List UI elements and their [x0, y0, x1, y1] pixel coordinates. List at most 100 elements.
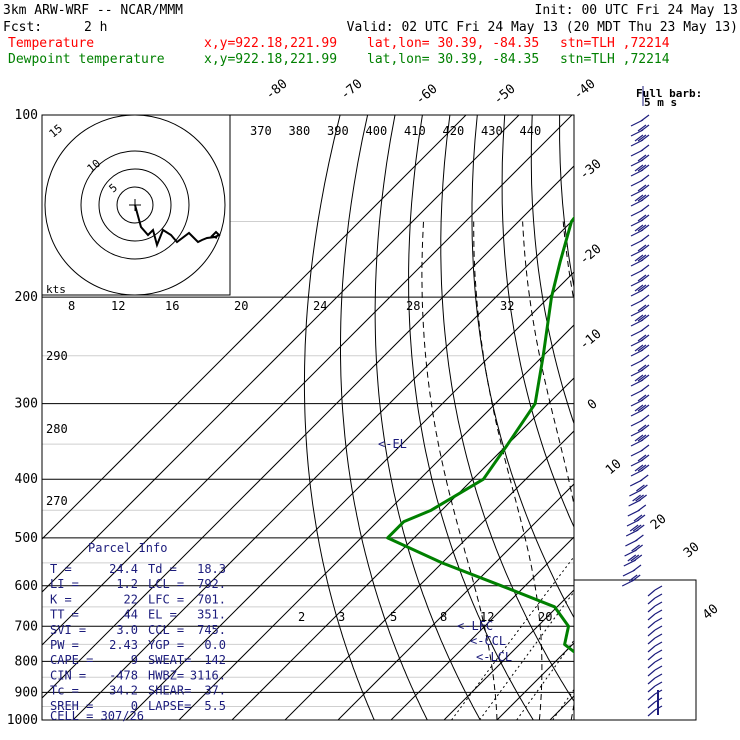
wind-barb: [647, 597, 656, 605]
parcel-row-value: 24.4: [109, 562, 138, 576]
temp-station: stn=TLH ,72214: [560, 36, 670, 51]
wind-barb-flag: [635, 494, 644, 502]
wind-barb-flag: [640, 404, 650, 412]
wind-barb-flag: [637, 504, 647, 512]
isotherm-label: 40: [700, 602, 722, 624]
parcel-row-label: SVI =: [50, 623, 86, 637]
mixing-ratio-line: [657, 297, 740, 720]
parcel-row-value2: 792.: [197, 577, 226, 591]
parcel-row-label: T =: [50, 562, 72, 576]
wind-barb-flag: [637, 164, 647, 172]
dry-adiabat-line: [501, 115, 574, 529]
mixing-ratio-label: 24: [313, 299, 327, 313]
mixing-ratio-line: [479, 591, 574, 720]
wind-barb-flag: [640, 354, 650, 362]
wind-barb-flag: [637, 314, 647, 322]
isotherm-label: -50: [491, 81, 519, 108]
wind-barb: [647, 685, 656, 693]
dry-adiabat-line: [669, 115, 740, 720]
wind-barb-flag: [640, 304, 650, 312]
wind-barb-flag: [654, 617, 663, 623]
mixing-ratio-low-label: 12: [480, 610, 494, 624]
wind-barb-flag: [637, 394, 647, 402]
wind-barb-flag: [639, 484, 648, 492]
dry-adiabat-line: [340, 115, 428, 720]
wind-barb: [647, 621, 656, 629]
wind-barb: [647, 693, 656, 701]
wind-barb-flag: [637, 304, 647, 312]
wind-barb-flag: [640, 454, 650, 462]
el-label: <-EL: [378, 437, 407, 451]
wind-barb-flag: [637, 224, 647, 232]
mixing-ratio-line: [669, 297, 740, 720]
mixing-ratio-line: [451, 555, 574, 720]
wind-barb-flag: [637, 154, 647, 162]
wind-barb-flag: [640, 324, 650, 332]
wind-barb-flag: [640, 314, 650, 322]
parcel-row-label: CAPE =: [50, 653, 93, 667]
wind-barb: [647, 701, 656, 709]
isotherm-label: -80: [263, 76, 291, 103]
pressure-label: 400: [15, 472, 38, 487]
fcst-value: 2 h: [84, 20, 107, 35]
wind-barb-flag: [640, 124, 650, 132]
wind-barb-flag: [640, 394, 650, 402]
temperature-profile: [623, 115, 731, 720]
mixing-ratio-label: 28: [406, 299, 420, 313]
wind-barb-flag: [640, 414, 650, 422]
isotherm-line: [42, 115, 573, 646]
parcel-row-value: 1.2: [116, 577, 138, 591]
wind-barb-flag: [634, 164, 644, 172]
wind-barb: [647, 629, 656, 637]
wind-barb-flag: [633, 554, 643, 562]
parcel-row-value2: 5.5: [204, 699, 226, 713]
theta-label: 400: [366, 124, 388, 138]
pressure-label: 700: [15, 619, 38, 634]
theta-label: 380: [289, 124, 311, 138]
wind-barb-flag: [654, 609, 663, 615]
pressure-label: 900: [15, 685, 38, 700]
wind-barb-flag: [640, 384, 650, 392]
isotherm-line: [656, 115, 740, 720]
dry-adiabat-line: [408, 115, 534, 720]
wind-barb: [647, 589, 656, 597]
barb-legend-title: Full barb:: [636, 87, 702, 100]
parcel-row-value: 2.43: [109, 638, 138, 652]
wind-barb: [647, 661, 656, 669]
wind-barb-flag: [628, 574, 638, 582]
hodograph-ring-25: [44, 114, 226, 296]
isotherm-line: [284, 430, 574, 720]
wind-barb-flag: [640, 114, 650, 122]
theta-left-label: 270: [46, 494, 68, 508]
wind-barb-flag: [635, 534, 644, 542]
theta-label: 390: [327, 124, 349, 138]
theta-label: 430: [481, 124, 503, 138]
wind-barb-flag: [640, 264, 650, 272]
wind-barb: [647, 653, 656, 661]
pressure-label: 600: [15, 579, 38, 594]
dry-adiabat-line: [471, 115, 574, 619]
legend-dewpoint: Dewpoint temperature: [8, 52, 165, 67]
dry-adiabat-line: [559, 115, 574, 290]
wind-barb-flag: [654, 665, 663, 671]
hodograph-ring-10: [98, 168, 172, 242]
mixing-ratio-low-label: 20: [538, 610, 552, 624]
wind-barb-flag: [640, 144, 650, 152]
parcel-row-value: 9: [131, 653, 138, 667]
isotherm-line: [178, 324, 574, 720]
mixing-ratio-low-label: 3: [338, 610, 345, 624]
wind-barb-flag: [637, 284, 647, 292]
parcel-row-value2: 37.: [204, 684, 226, 698]
wind-barb-flag: [640, 284, 650, 292]
wind-barb-flag: [636, 484, 645, 492]
parcel-row-value2: 351.: [197, 608, 226, 622]
wind-barb-flag: [640, 234, 650, 242]
wind-barb-flag: [634, 224, 644, 232]
wind-barb-flag: [640, 424, 650, 432]
parcel-row-label2: SWEAT=: [148, 653, 191, 667]
wind-barb: [647, 637, 656, 645]
moist-adiabat-line: [656, 222, 740, 721]
wind-barb-flag: [637, 254, 647, 262]
wind-barb-flag: [640, 374, 650, 382]
